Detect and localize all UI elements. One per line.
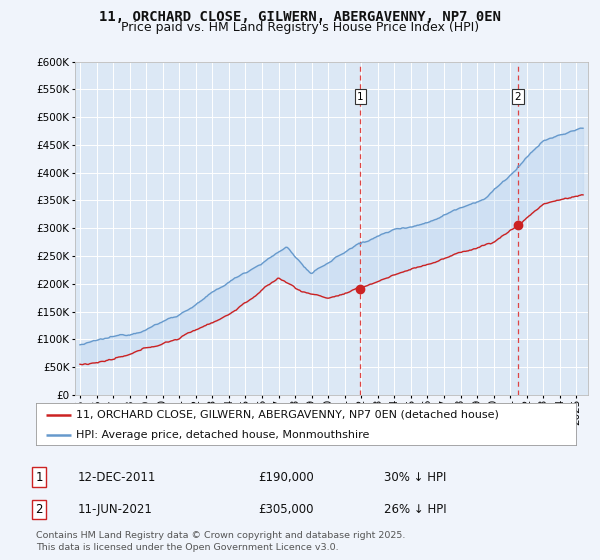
Text: 2: 2 <box>35 503 43 516</box>
Text: 11-JUN-2021: 11-JUN-2021 <box>78 503 153 516</box>
Text: 2: 2 <box>514 92 521 101</box>
Text: Contains HM Land Registry data © Crown copyright and database right 2025.
This d: Contains HM Land Registry data © Crown c… <box>36 531 406 552</box>
Text: HPI: Average price, detached house, Monmouthshire: HPI: Average price, detached house, Monm… <box>77 430 370 440</box>
Text: 11, ORCHARD CLOSE, GILWERN, ABERGAVENNY, NP7 0EN: 11, ORCHARD CLOSE, GILWERN, ABERGAVENNY,… <box>99 10 501 24</box>
Text: Price paid vs. HM Land Registry's House Price Index (HPI): Price paid vs. HM Land Registry's House … <box>121 21 479 34</box>
Text: 30% ↓ HPI: 30% ↓ HPI <box>384 470 446 484</box>
Text: 11, ORCHARD CLOSE, GILWERN, ABERGAVENNY, NP7 0EN (detached house): 11, ORCHARD CLOSE, GILWERN, ABERGAVENNY,… <box>77 409 499 419</box>
Text: 26% ↓ HPI: 26% ↓ HPI <box>384 503 446 516</box>
Text: 1: 1 <box>35 470 43 484</box>
Text: £190,000: £190,000 <box>258 470 314 484</box>
Text: 1: 1 <box>357 92 364 101</box>
Text: 12-DEC-2011: 12-DEC-2011 <box>78 470 157 484</box>
Text: £305,000: £305,000 <box>258 503 314 516</box>
